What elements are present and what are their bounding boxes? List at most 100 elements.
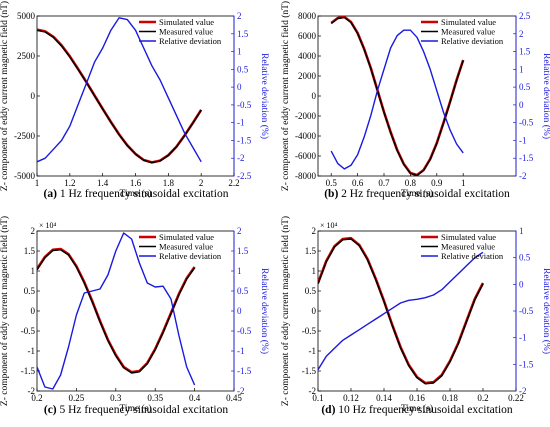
y2-tick-label: -1 xyxy=(237,346,245,356)
y2-axis-label: Relative deviation (%) xyxy=(541,268,550,354)
y2-axis-label: Relative deviation (%) xyxy=(259,268,270,354)
y-tick-label: -1 xyxy=(28,346,36,356)
y-tick-label: 0 xyxy=(31,306,36,316)
panel-caption: (b) 2 Hz frequency sinusoidal excitation xyxy=(324,188,510,200)
y-tick-label: -1 xyxy=(309,346,317,356)
series-line-relative-deviation xyxy=(37,17,202,163)
y-tick-label: -2500 xyxy=(14,131,35,141)
x-tick-label: 2 xyxy=(199,178,204,188)
y2-tick-label: -2 xyxy=(519,171,527,181)
x-tick-label: 0.1 xyxy=(312,393,323,403)
y2-tick-label: 0.5 xyxy=(237,64,249,74)
y2-tick-label: -0.5 xyxy=(519,306,534,316)
x-tick-label: 0.16 xyxy=(409,393,425,403)
x-tick-label: 0.4 xyxy=(189,393,201,403)
x-tick-label: 0.22 xyxy=(508,393,524,403)
series-line-relative-deviation xyxy=(318,251,484,371)
panel-caption-text: 1 Hz frequency sinusoidal excitation xyxy=(57,188,229,200)
y-tick-label: -8000 xyxy=(295,171,316,181)
y-tick-label: 0.5 xyxy=(24,286,36,296)
y2-tick-label: 1 xyxy=(237,266,242,276)
series-line-simulated-value xyxy=(37,28,203,164)
y2-tick-label: 1 xyxy=(519,226,524,236)
y2-tick-label: 0 xyxy=(519,100,524,110)
chart-panel-2: 0.2 0.25 0.3 0.35 0.4 0.45-2-1.5-1-0.500.511.… xyxy=(0,216,270,416)
x-tick-label: 1.4 xyxy=(97,178,109,188)
x-tick-label: 2.2 xyxy=(228,178,239,188)
legend-entry: Measured value xyxy=(441,27,495,37)
y-tick-label: 5000 xyxy=(17,11,36,21)
y2-tick-label: -1 xyxy=(519,135,527,145)
y2-tick-label: -1.5 xyxy=(519,153,534,163)
chart-panel-1: 0.5 0.6 0.7 0.8 0.9 1-8000-6000-4000-20000200… xyxy=(280,1,550,200)
y-tick-label: 2 xyxy=(312,226,317,236)
x-tick-label: 1.8 xyxy=(163,178,175,188)
y-tick-label: -4000 xyxy=(295,131,316,141)
y2-tick-label: -0.5 xyxy=(237,326,252,336)
y-tick-label: 0 xyxy=(312,306,317,316)
y2-tick-label: 0 xyxy=(237,306,242,316)
x-tick-label: 0.18 xyxy=(442,393,458,403)
y2-tick-label: -1 xyxy=(519,333,527,343)
x-tick-label: 0.14 xyxy=(376,393,392,403)
y2-tick-label: 1 xyxy=(519,64,524,74)
panel-caption-text: 2 Hz frequency sinusoidal excitation xyxy=(338,188,510,200)
y-tick-label: 1 xyxy=(312,266,317,276)
y2-tick-label: -1 xyxy=(237,118,245,128)
y-tick-label: -2 xyxy=(309,386,317,396)
panel-caption-text: 5 Hz frequency sinusoidal excitation xyxy=(57,404,229,416)
legend-entry: Measured value xyxy=(159,27,213,37)
y-tick-label: 2000 xyxy=(298,71,317,81)
y-tick-label: -0.5 xyxy=(302,326,317,336)
series-line-measured-value xyxy=(330,16,464,176)
y-axis-label: Z- component of eddy current magnetic fi… xyxy=(0,216,10,406)
x-tick-label: 1 xyxy=(35,178,40,188)
y-tick-label: -1.5 xyxy=(21,366,36,376)
y2-tick-label: -0.5 xyxy=(519,118,534,128)
y2-tick-label: 0.5 xyxy=(237,286,249,296)
y-tick-label: 1.5 xyxy=(24,246,36,256)
panel-caption: (a) 1 Hz frequency sinusoidal excitation xyxy=(44,188,229,200)
x-axis-label: Time (s) xyxy=(119,403,151,414)
legend-entry: Simulated value xyxy=(441,17,496,27)
legend-entry: Relative deviation xyxy=(441,251,504,261)
panel-caption-tag: (c) xyxy=(44,404,57,416)
y-tick-label: -6000 xyxy=(295,151,316,161)
x-tick-label: 1.6 xyxy=(130,178,142,188)
x-tick-label: 0.2 xyxy=(477,393,488,403)
y2-axis-label: Relative deviation (%) xyxy=(259,53,270,139)
y2-tick-label: 0 xyxy=(237,82,242,92)
series-line-relative-deviation xyxy=(37,232,196,390)
panel-caption-text: 10 Hz frequency sinusoidal excitation xyxy=(335,404,512,416)
y-tick-label: 1.5 xyxy=(305,246,317,256)
x-tick-label: 0.8 xyxy=(405,178,417,188)
y2-tick-label: 0 xyxy=(519,279,524,289)
y-exponent-label: × 10⁴ xyxy=(320,221,338,230)
x-tick-label: 0.7 xyxy=(378,178,390,188)
legend-entry: Relative deviation xyxy=(159,36,222,46)
panel-caption-tag: (a) xyxy=(44,188,58,200)
x-tick-label: 0.3 xyxy=(110,393,122,403)
y-tick-label: 0.5 xyxy=(305,286,317,296)
legend-entry: Measured value xyxy=(441,242,495,252)
x-tick-label: 0.6 xyxy=(352,178,364,188)
series-line-simulated-value xyxy=(37,247,196,374)
y-tick-label: 8000 xyxy=(298,11,317,21)
y2-tick-label: 1.5 xyxy=(237,246,249,256)
y2-tick-label: -1.5 xyxy=(237,366,252,376)
y2-tick-label: -1.5 xyxy=(519,359,534,369)
y-tick-label: 0 xyxy=(31,91,36,101)
x-tick-label: 0.5 xyxy=(326,178,338,188)
panel-caption-tag: (d) xyxy=(321,404,335,416)
legend-entry: Measured value xyxy=(159,242,213,252)
panel-caption: (c) 5 Hz frequency sinusoidal excitation xyxy=(44,404,229,416)
legend-entry: Relative deviation xyxy=(441,36,504,46)
y-tick-label: 0 xyxy=(312,91,317,101)
series-line-measured-value xyxy=(37,249,196,374)
y2-tick-label: 1.5 xyxy=(237,29,249,39)
x-tick-label: 1.2 xyxy=(64,178,75,188)
y2-tick-label: 2 xyxy=(237,226,242,236)
y-tick-label: 2 xyxy=(31,226,36,236)
legend-entry: Simulated value xyxy=(441,232,496,242)
y-tick-label: 4000 xyxy=(298,51,317,61)
